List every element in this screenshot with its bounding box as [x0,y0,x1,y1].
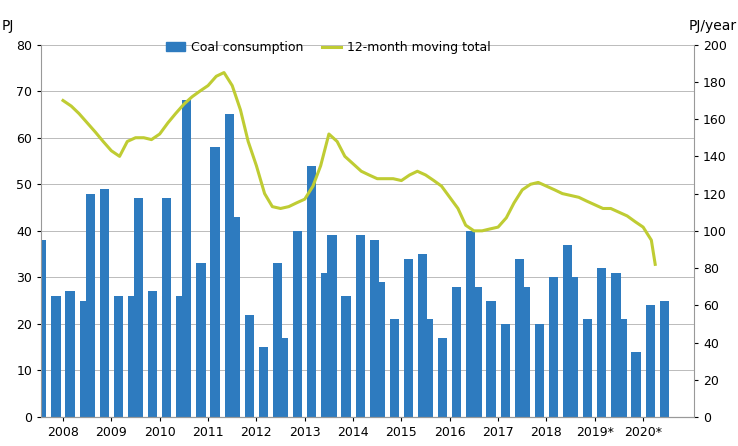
Bar [128,296,137,417]
Bar [646,306,655,417]
Bar [321,273,331,417]
Bar [176,296,185,417]
Bar [500,324,510,417]
Bar [486,301,496,417]
Bar [52,296,61,417]
Bar [114,296,123,417]
Bar [293,231,303,417]
Bar [611,273,621,417]
Bar [549,277,558,417]
Bar [231,217,240,417]
Bar [80,301,89,417]
Bar [390,319,399,417]
Bar [597,268,607,417]
Bar [472,287,481,417]
Bar [148,291,157,417]
Bar [514,259,524,417]
Bar [418,254,427,417]
Bar [356,235,365,417]
Bar [438,338,447,417]
Bar [273,264,282,417]
Bar [660,301,669,417]
Bar [342,296,351,417]
Bar [370,240,379,417]
Bar [279,338,288,417]
Bar [259,347,268,417]
Text: PJ: PJ [2,20,15,33]
Bar [618,319,627,417]
Bar [38,240,46,417]
Bar [424,319,433,417]
Bar [328,235,337,417]
Bar [100,189,109,417]
Bar [535,324,544,417]
Bar [224,115,234,417]
Bar [307,165,317,417]
Bar [210,147,220,417]
Bar [376,282,384,417]
Bar [245,314,254,417]
Bar [569,277,578,417]
Bar [66,291,75,417]
Bar [196,264,206,417]
Bar [521,287,530,417]
Bar [86,194,94,417]
Bar [466,231,475,417]
Bar [452,287,461,417]
Bar [404,259,413,417]
Legend: Coal consumption, 12-month moving total: Coal consumption, 12-month moving total [161,36,496,59]
Bar [563,245,572,417]
Bar [632,352,641,417]
Bar [583,319,593,417]
Bar [162,198,171,417]
Bar [134,198,143,417]
Bar [182,100,191,417]
Text: PJ/year: PJ/year [688,20,737,33]
